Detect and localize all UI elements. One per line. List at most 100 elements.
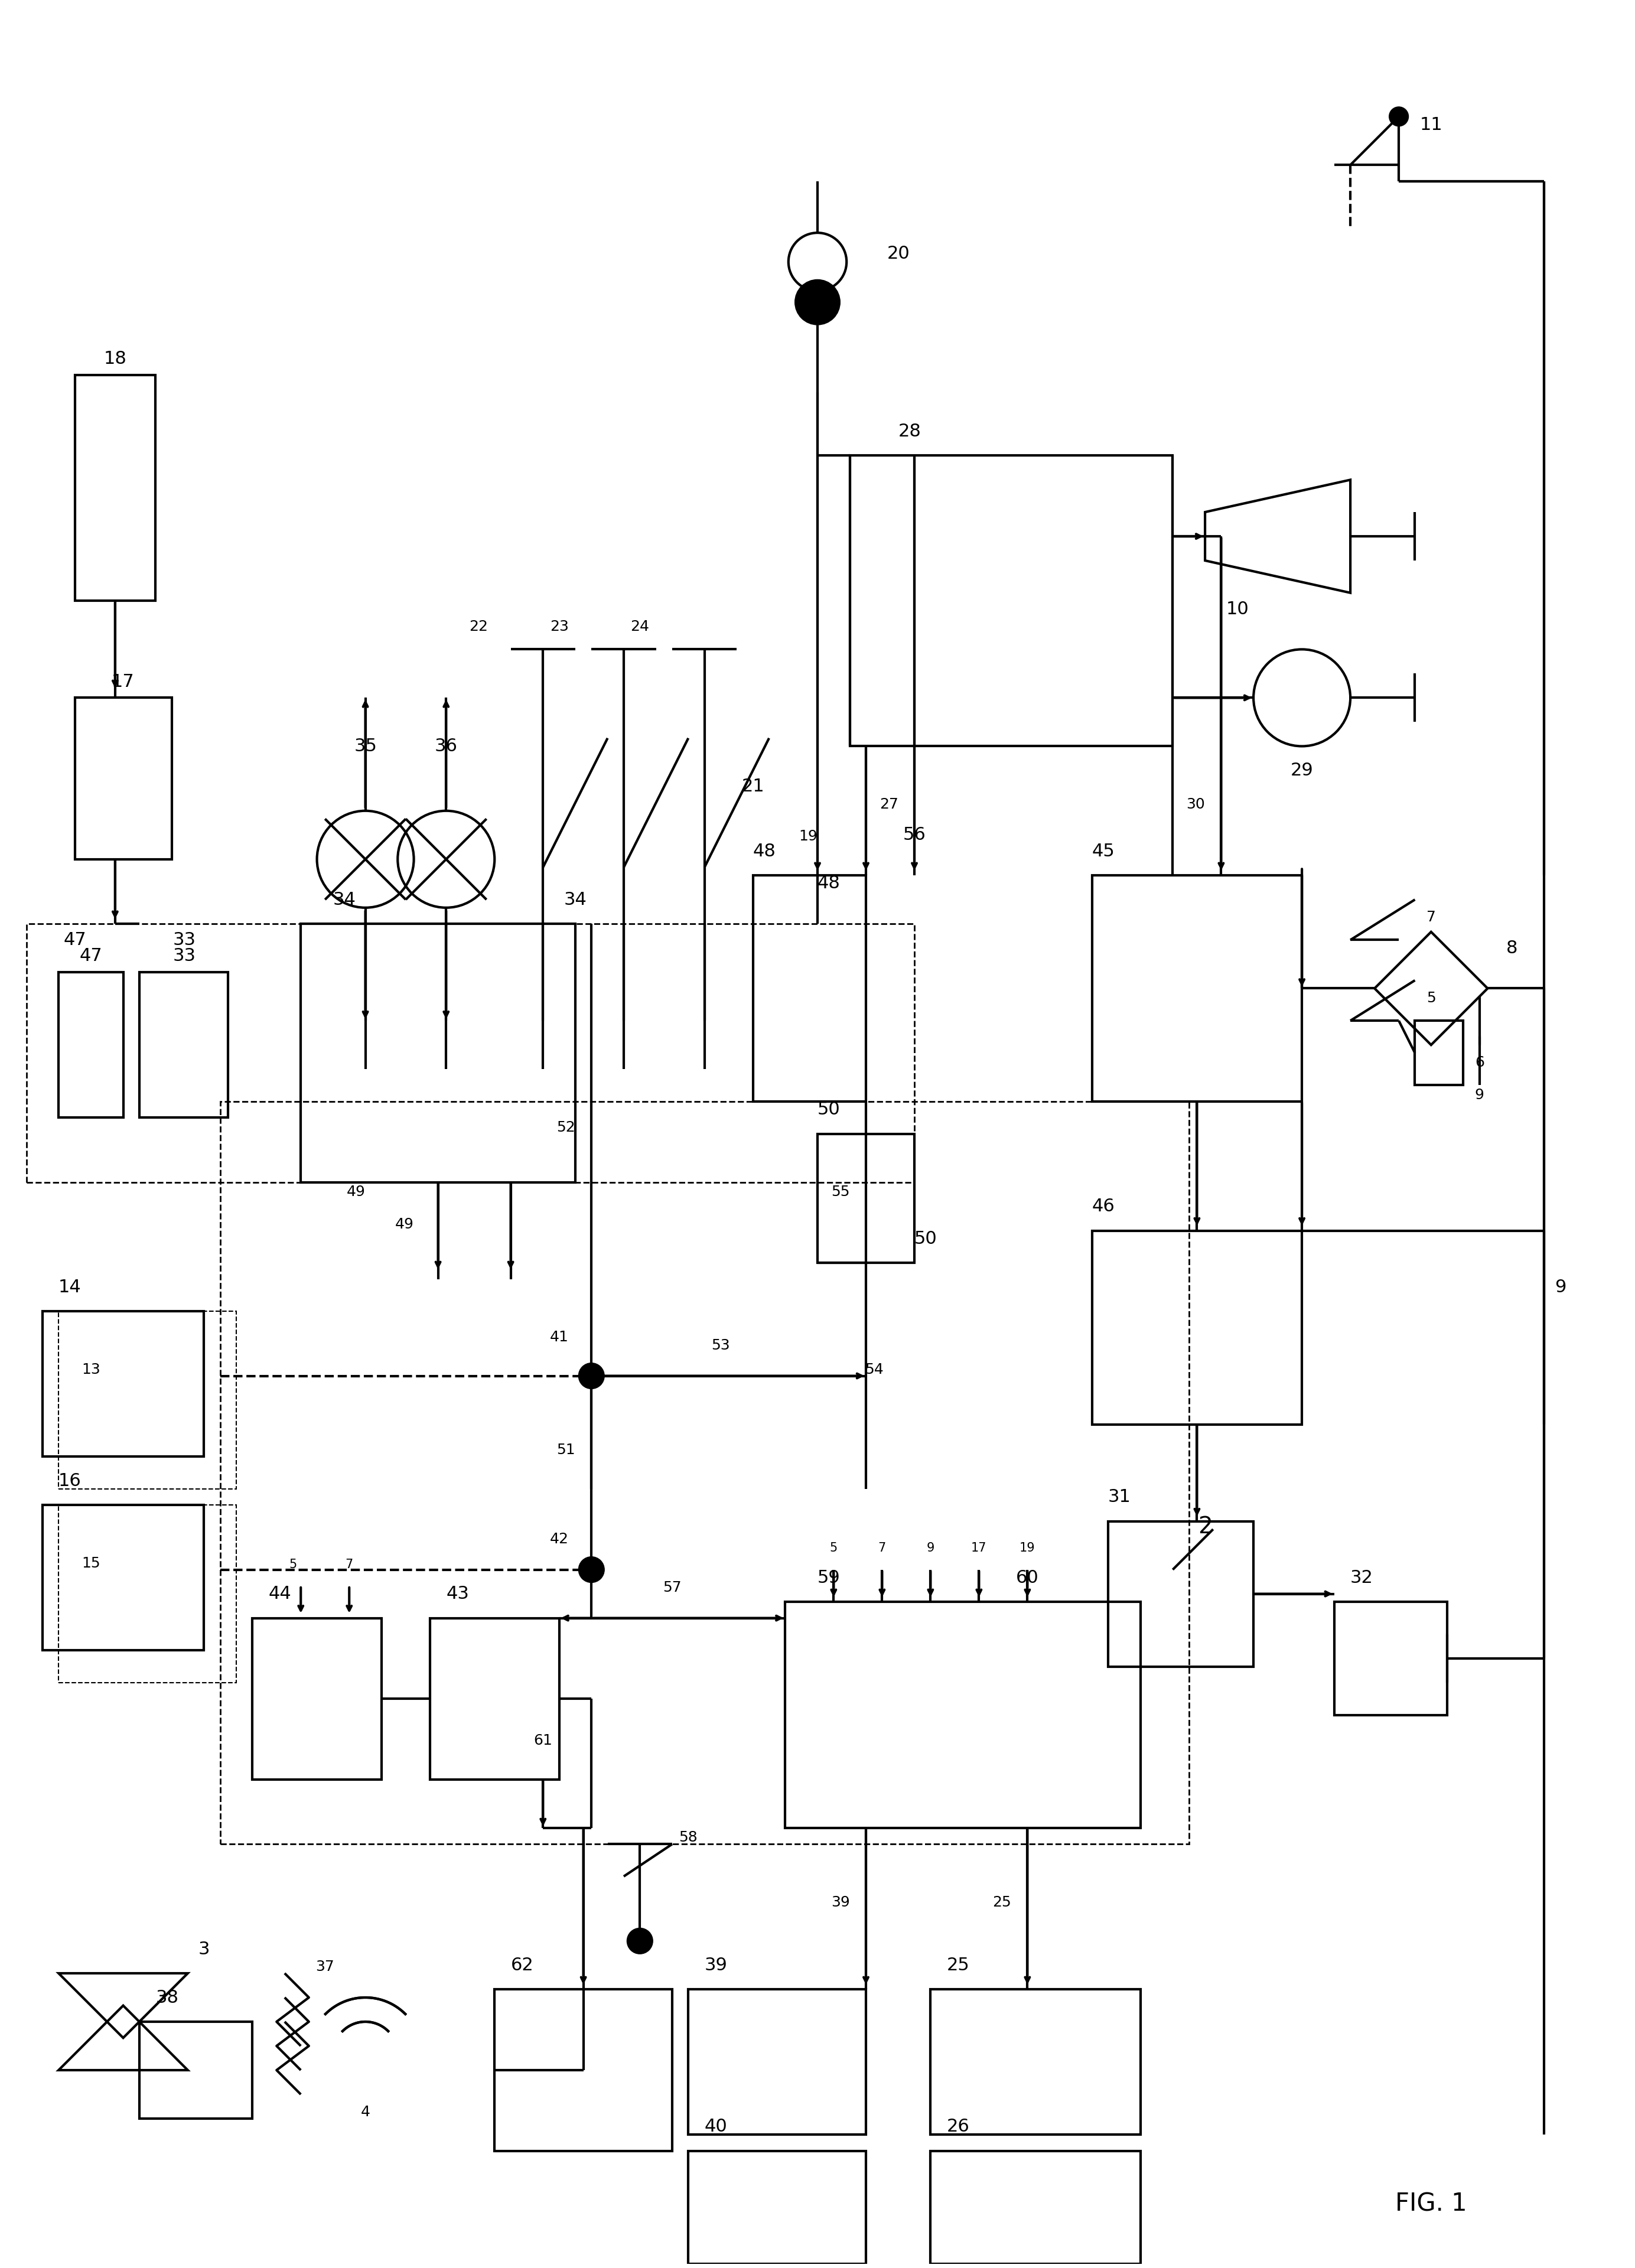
Text: 14: 14 — [59, 1279, 82, 1295]
Text: 11: 11 — [1419, 116, 1442, 134]
Text: 55: 55 — [831, 1184, 850, 1198]
Text: 28: 28 — [898, 422, 921, 440]
Text: 50: 50 — [914, 1229, 937, 1247]
Text: 29: 29 — [1290, 762, 1313, 778]
Text: 40: 40 — [705, 2118, 728, 2134]
Text: 22: 22 — [469, 619, 487, 633]
Circle shape — [1390, 107, 1408, 127]
Text: 25: 25 — [992, 1894, 1012, 1910]
Text: 49: 49 — [347, 1184, 365, 1198]
Bar — [1334, 1601, 1447, 1715]
Text: 36: 36 — [435, 737, 458, 755]
Text: 43: 43 — [446, 1585, 469, 1601]
Bar — [75, 374, 155, 601]
Bar — [59, 1506, 235, 1683]
Circle shape — [795, 281, 840, 324]
Bar — [1092, 1232, 1301, 1424]
Text: 33: 33 — [173, 932, 196, 948]
Text: 27: 27 — [880, 796, 898, 812]
Text: 5: 5 — [289, 1558, 296, 1569]
Bar — [688, 1989, 867, 2134]
Bar — [139, 2021, 252, 2118]
Text: 32: 32 — [1351, 1569, 1373, 1585]
Text: 9: 9 — [1555, 1279, 1566, 1295]
Text: 9: 9 — [1475, 1089, 1485, 1102]
Text: 47: 47 — [64, 932, 87, 948]
Text: 44: 44 — [268, 1585, 291, 1601]
Text: 17: 17 — [971, 1542, 988, 1554]
Text: 8: 8 — [1506, 939, 1517, 957]
Text: 62: 62 — [510, 1957, 533, 1973]
Text: 4: 4 — [361, 2105, 370, 2118]
Text: 46: 46 — [1092, 1198, 1115, 1216]
Bar — [139, 973, 229, 1118]
Bar — [59, 973, 123, 1118]
Text: 39: 39 — [831, 1894, 850, 1910]
Text: 48: 48 — [817, 875, 840, 891]
Text: 7: 7 — [878, 1542, 886, 1554]
Bar — [43, 1506, 204, 1651]
Text: 33: 33 — [173, 948, 196, 964]
Text: 5: 5 — [1426, 991, 1436, 1005]
Text: 24: 24 — [631, 619, 649, 633]
Text: 53: 53 — [711, 1338, 729, 1352]
Circle shape — [579, 1363, 605, 1388]
Bar — [785, 1601, 1141, 1828]
Text: 37: 37 — [316, 1960, 335, 1973]
Text: 38: 38 — [155, 1989, 178, 2005]
Text: 54: 54 — [865, 1363, 883, 1377]
Bar — [26, 923, 914, 1182]
Text: 19: 19 — [1020, 1542, 1035, 1554]
Text: 56: 56 — [903, 826, 925, 844]
Bar — [430, 1619, 559, 1780]
Bar — [301, 923, 576, 1182]
Circle shape — [626, 1928, 652, 1955]
Text: 16: 16 — [59, 1472, 82, 1490]
Text: 34: 34 — [564, 891, 587, 907]
Text: 39: 39 — [705, 1957, 728, 1973]
Text: 18: 18 — [103, 349, 126, 367]
Bar — [1414, 1021, 1463, 1086]
Text: 26: 26 — [947, 2118, 970, 2134]
Text: 5: 5 — [829, 1542, 837, 1554]
Bar — [752, 875, 867, 1102]
Text: 58: 58 — [679, 1830, 698, 1844]
Bar — [221, 1102, 1189, 1844]
Bar — [930, 1989, 1141, 2134]
Circle shape — [579, 1556, 605, 1583]
Text: 42: 42 — [549, 1531, 569, 1545]
Text: 61: 61 — [533, 1733, 553, 1746]
Text: 35: 35 — [353, 737, 376, 755]
Text: 7: 7 — [345, 1558, 353, 1569]
Bar — [1109, 1522, 1254, 1667]
Bar — [688, 2150, 867, 2263]
Text: 2: 2 — [1198, 1515, 1212, 1538]
Text: 57: 57 — [662, 1581, 682, 1594]
Bar — [930, 2150, 1141, 2263]
Text: 10: 10 — [1226, 601, 1249, 617]
Bar — [43, 1311, 204, 1456]
Text: 6: 6 — [1475, 1055, 1485, 1070]
Text: 25: 25 — [947, 1957, 970, 1973]
Text: 23: 23 — [549, 619, 569, 633]
Text: 9: 9 — [927, 1542, 935, 1554]
Bar — [1092, 875, 1301, 1102]
Bar — [850, 456, 1172, 746]
Text: 45: 45 — [1092, 841, 1115, 860]
Bar — [817, 1134, 914, 1263]
Text: 7: 7 — [1426, 909, 1436, 923]
Text: 49: 49 — [396, 1216, 414, 1232]
Text: 19: 19 — [800, 830, 817, 844]
Bar — [494, 1989, 672, 2150]
Text: 60: 60 — [1015, 1569, 1038, 1585]
Text: 50: 50 — [817, 1100, 840, 1118]
Text: 17: 17 — [111, 674, 134, 689]
Text: 34: 34 — [334, 891, 356, 907]
Text: 48: 48 — [752, 841, 777, 860]
Text: 47: 47 — [80, 948, 103, 964]
Text: 15: 15 — [82, 1556, 100, 1569]
Text: 20: 20 — [886, 245, 909, 263]
Text: FIG. 1: FIG. 1 — [1395, 2191, 1467, 2216]
Text: 59: 59 — [817, 1569, 840, 1585]
Text: 3: 3 — [198, 1939, 209, 1957]
